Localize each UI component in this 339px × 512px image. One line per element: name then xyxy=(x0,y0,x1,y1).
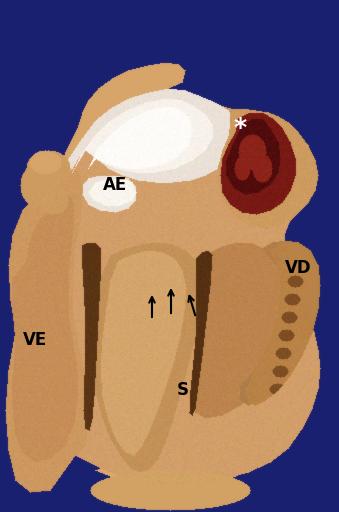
Text: VE: VE xyxy=(23,331,47,349)
Text: *: * xyxy=(234,116,246,140)
Text: VD: VD xyxy=(285,259,311,277)
Text: S: S xyxy=(177,381,189,399)
Text: AE: AE xyxy=(103,176,127,194)
